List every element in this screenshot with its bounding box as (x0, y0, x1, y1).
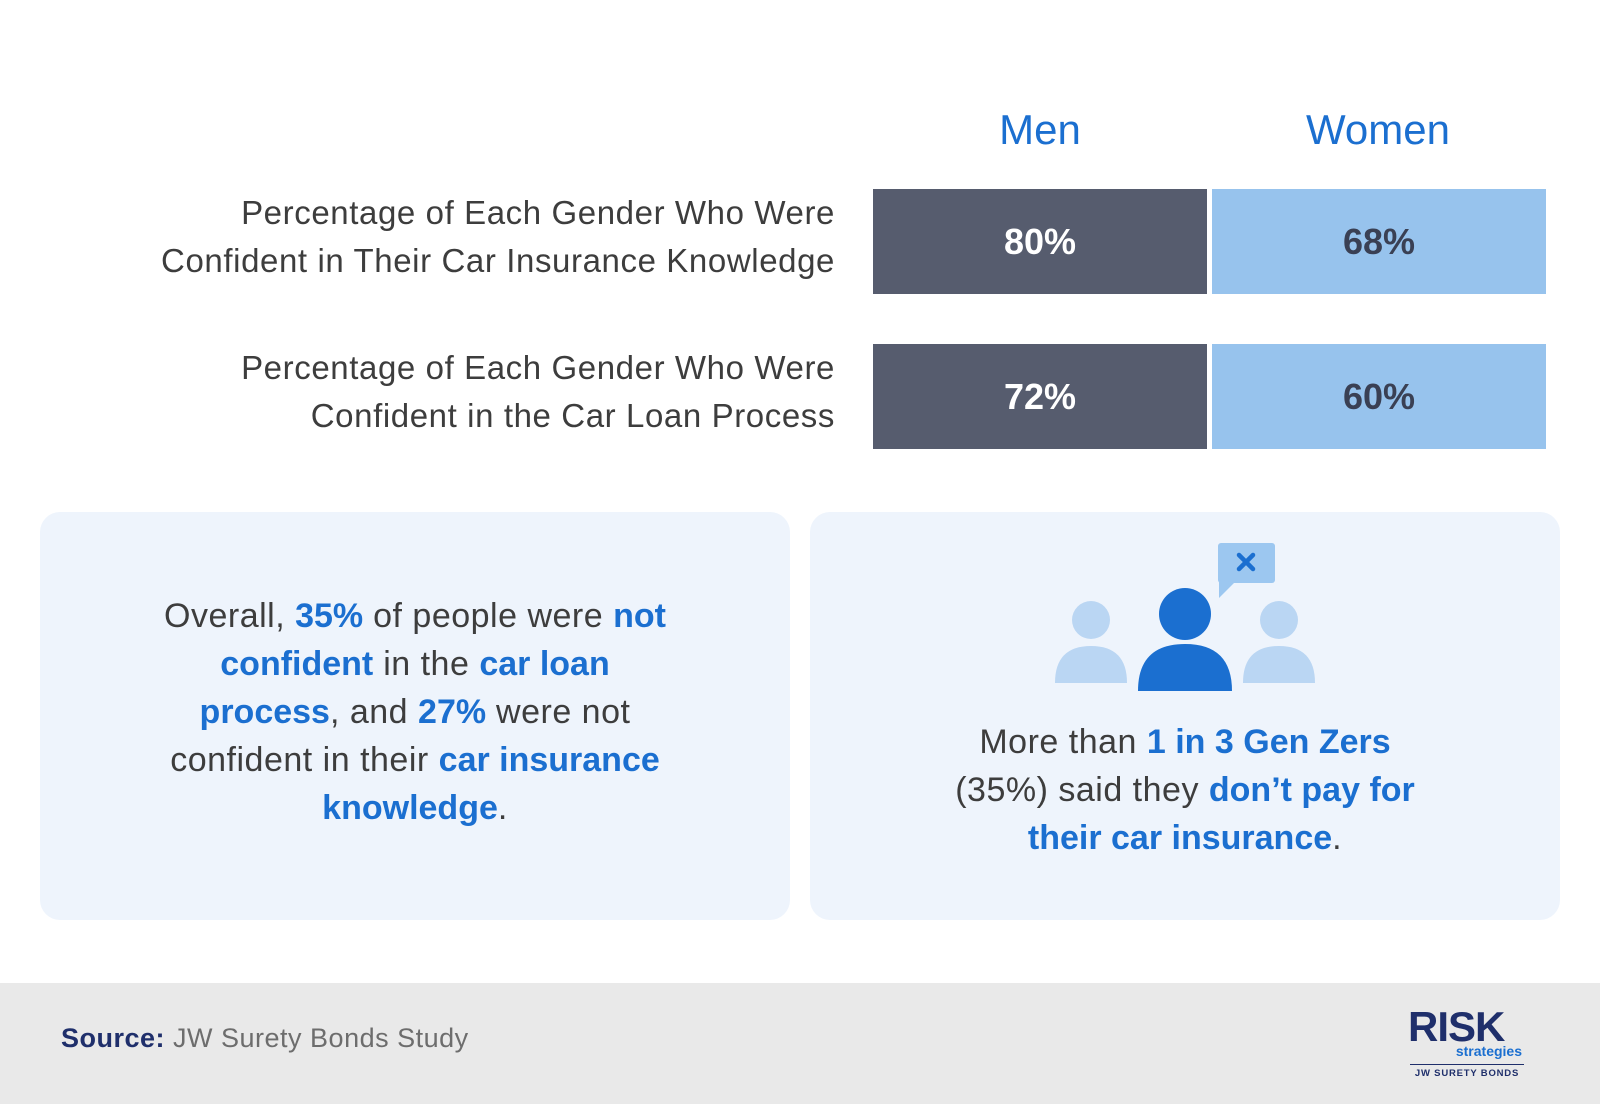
cell-women-row-0: 68% (1212, 189, 1546, 294)
logo-risk-text: RISK (1408, 1003, 1505, 1050)
highlight-not-confident: not confident (220, 597, 666, 683)
source-label: Source: (61, 1023, 166, 1053)
text-fragment: , and (329, 693, 419, 731)
row-label-car-loan-process: Percentage of Each Gender Who Were Confi… (241, 349, 835, 434)
cell-men-row-0: 80% (873, 189, 1207, 294)
highlight-car-insurance-knowledge: car insurance knowledge (322, 741, 660, 827)
cell-women-row-1: 60% (1212, 344, 1546, 449)
text-fragment: in the (373, 645, 480, 683)
risk-strategies-logo: RISK strategies JW SURETY BONDS (1408, 1005, 1526, 1085)
text-fragment: . (1332, 819, 1343, 857)
gen-z-stat-text: More than 1 in 3 Gen Zers (35%) said the… (930, 718, 1440, 862)
text-fragment: . (497, 789, 508, 827)
logo-strategies-text: strategies (1455, 1043, 1522, 1059)
text-fragment: (35%) said they (955, 771, 1209, 809)
source-line: Source: JW Surety Bonds Study (61, 1023, 469, 1054)
text-fragment: were not confident in their (170, 693, 631, 779)
column-header-men: Men (999, 106, 1081, 153)
source-text: JW Surety Bonds Study (165, 1023, 469, 1053)
logo-jw-surety-text: JW SURETY BONDS (1414, 1068, 1520, 1079)
column-header-women: Women (1306, 106, 1450, 153)
highlight-35-percent: 35% (295, 597, 364, 635)
highlight-1-in-3-gen-zers: 1 in 3 Gen Zers (1146, 723, 1391, 761)
text-fragment: of people were (363, 597, 614, 635)
highlight-car-loan-process: car loan process (199, 645, 610, 731)
stat-card-gen-z: More than 1 in 3 Gen Zers (35%) said the… (810, 512, 1560, 920)
highlight-dont-pay: don’t pay for their car insurance (1027, 771, 1415, 857)
footer: Source: JW Surety Bonds Study RISK strat… (0, 983, 1600, 1104)
stat-card-overall: Overall, 35% of people were not confiden… (40, 512, 790, 920)
text-fragment: More than (979, 723, 1147, 761)
highlight-27-percent: 27% (418, 693, 487, 731)
overall-stat-text: Overall, 35% of people were not confiden… (150, 592, 680, 832)
text-fragment: Overall, (164, 597, 296, 635)
cell-men-row-1: 72% (873, 344, 1207, 449)
row-label-insurance-knowledge: Percentage of Each Gender Who Were Confi… (161, 194, 835, 279)
people-chat-x-icon (1055, 543, 1315, 691)
logo-divider (1410, 1064, 1524, 1065)
